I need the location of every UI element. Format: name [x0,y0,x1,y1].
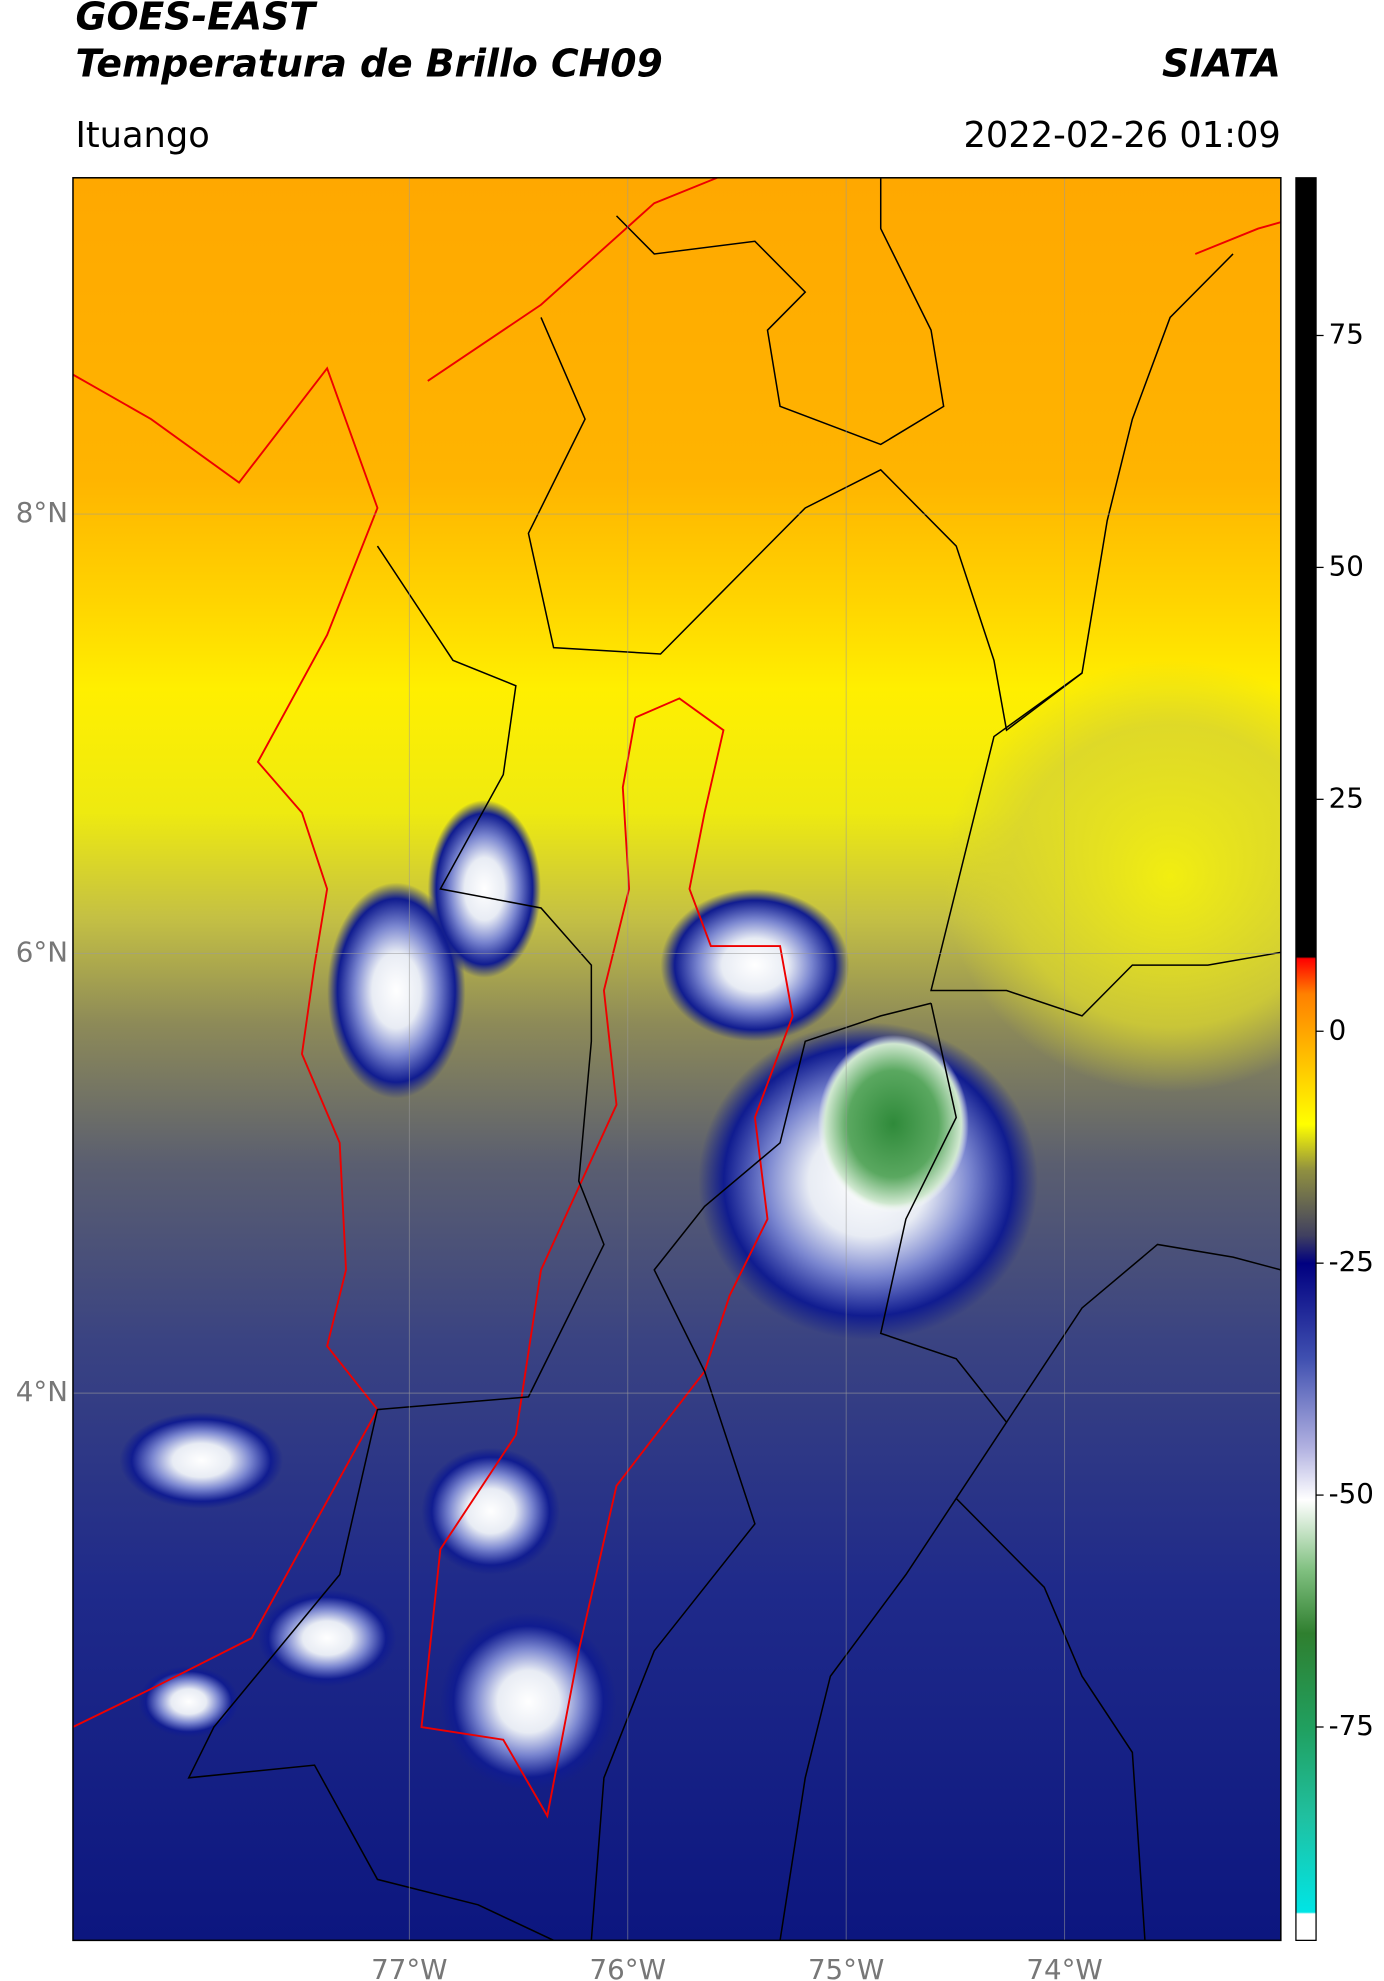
colorbar-tick-label: 25 [1329,781,1364,814]
colorbar-tick-label: -25 [1329,1245,1374,1278]
colorbar-tick-label: -75 [1329,1709,1374,1742]
subtitle: Temperatura de Brillo CH09 [75,41,662,85]
map-frame [72,177,1282,1942]
source: SIATA [1162,41,1281,85]
title: GOES-EAST [75,0,318,39]
annotations: 77°W 76°W 75°W 74°W 8°N 6°N 4°N 75 50 25 0 -25 -50 -7… [16,317,1374,1981]
colorbar [1295,177,1317,1941]
y-tick-label: 6°N [16,935,68,968]
y-tick-label: 4°N [16,1375,68,1408]
colorbar-tick-label: 50 [1329,549,1364,582]
y-tick-label: 8°N [16,496,68,529]
x-tick-label: 77°W [371,1953,447,1981]
colorbar-tick-label: 0 [1329,1013,1347,1046]
location: Ituango [75,115,209,156]
x-tick-label: 76°W [590,1953,666,1981]
timestamp: 2022-02-26 01:09 [964,115,1281,156]
map-imagery [72,177,1281,1941]
colorbar-tick-label: -50 [1329,1477,1374,1510]
grid [72,177,1281,1941]
x-tick-label: 74°W [1026,1953,1102,1981]
colorbar-tick-label: 75 [1329,317,1364,350]
x-tick-label: 75°W [808,1953,884,1981]
